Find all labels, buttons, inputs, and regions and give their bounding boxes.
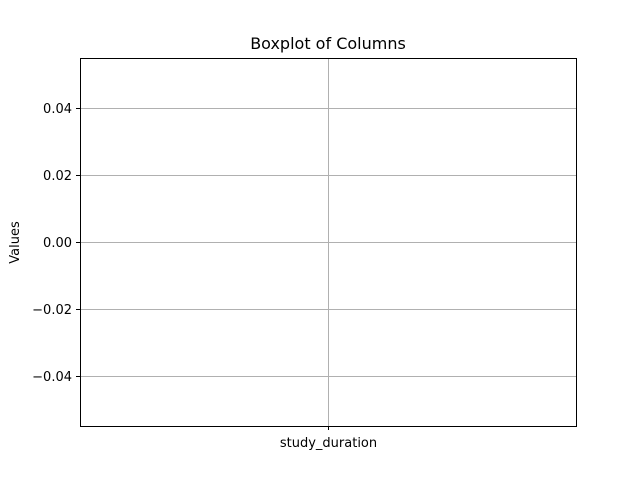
chart-title: Boxplot of Columns: [250, 34, 406, 53]
x-tick-label: study_duration: [280, 436, 377, 451]
y-tick-label: 0.02: [43, 169, 72, 184]
y-tick-label: 0.00: [43, 236, 72, 251]
y-axis-ticks: −0.04 −0.02 0.00 0.02 0.04: [32, 102, 80, 385]
y-tick-label: 0.04: [43, 102, 72, 117]
x-axis-ticks: study_duration: [280, 426, 377, 451]
y-axis-label: Values: [8, 221, 23, 264]
y-tick-label: −0.04: [32, 370, 72, 385]
y-tick-label: −0.02: [32, 303, 72, 318]
